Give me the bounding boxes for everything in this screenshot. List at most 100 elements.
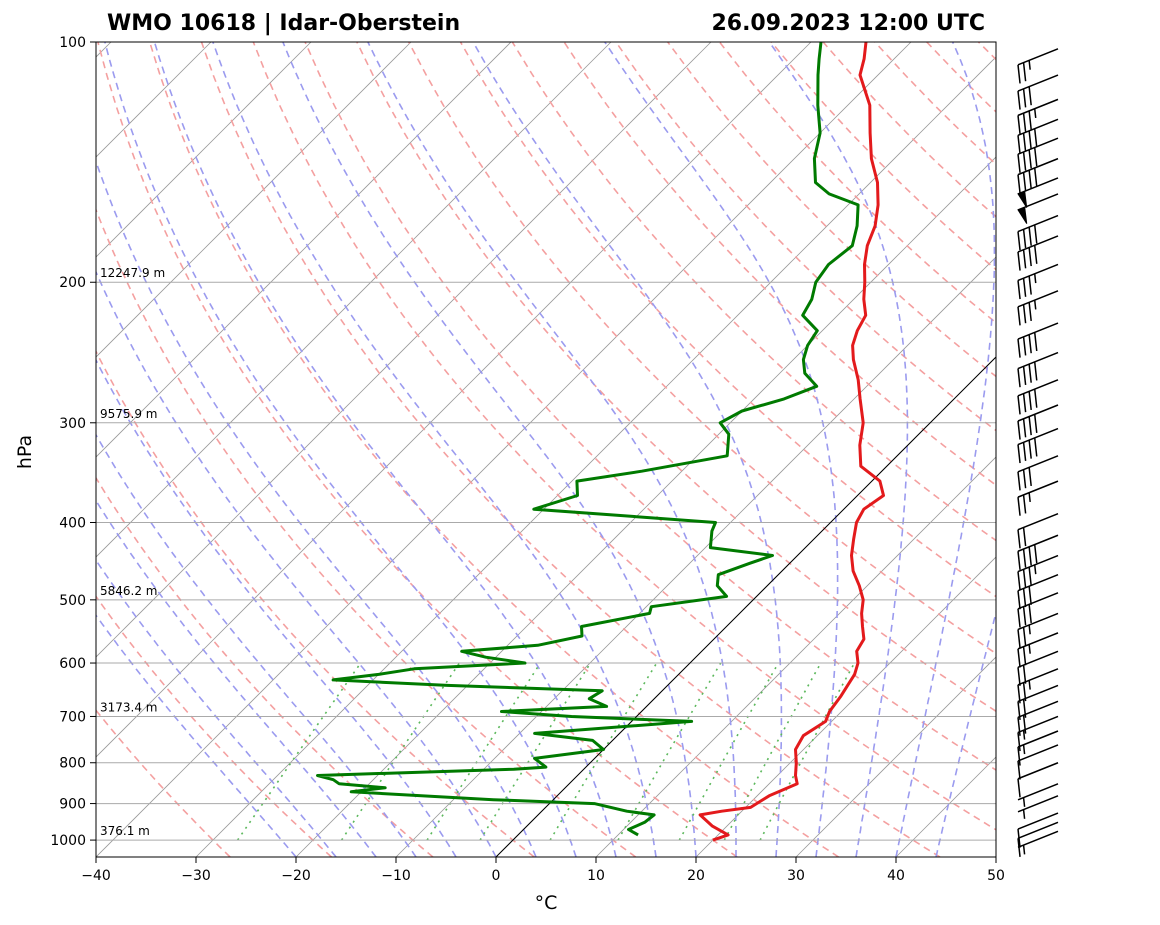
barb-full <box>1033 361 1038 381</box>
barb-full <box>1022 699 1027 718</box>
background-lines <box>96 42 1160 857</box>
barb-full <box>1022 249 1027 269</box>
wind-barb <box>1017 322 1059 358</box>
moist-adiabat-line <box>472 42 783 857</box>
barb-full <box>1022 646 1027 666</box>
dry-adiabat-line <box>615 42 996 432</box>
wind-barb <box>1017 290 1059 326</box>
barb-staff <box>1017 783 1059 801</box>
barb-staff <box>1017 118 1059 137</box>
y-tick-label: 900 <box>59 797 86 813</box>
barb-staff <box>1017 534 1059 552</box>
barb-half <box>1022 797 1026 807</box>
barb-full <box>1028 586 1032 605</box>
barb-full <box>1017 395 1021 415</box>
x-axis-ticks: −40 −30 −20 −10 0 10 20 30 40 50 <box>81 857 1005 884</box>
wind-barb <box>1017 235 1059 271</box>
isotherm-line <box>96 42 712 658</box>
barb-staff <box>1017 554 1059 573</box>
barb-full <box>1022 527 1027 547</box>
y-axis-label: hPa <box>14 435 36 469</box>
barb-full <box>1033 437 1038 457</box>
barb-full <box>1017 368 1021 388</box>
height-labels: 376.1 m 3173.4 m 5846.2 m 9575.9 m 12247.9 m <box>100 266 165 838</box>
wind-barb <box>1017 554 1059 591</box>
barb-staff <box>1017 290 1059 308</box>
wind-barb <box>1017 812 1059 848</box>
barb-staff <box>1017 573 1059 592</box>
barb-full <box>1017 251 1021 271</box>
barb-staff <box>1017 379 1059 397</box>
barb-full <box>1022 304 1027 324</box>
barb-staff <box>1017 513 1059 531</box>
moist-adiabat-line <box>96 613 297 857</box>
dry-adiabat-line <box>97 42 738 857</box>
wind-barb <box>1017 98 1059 135</box>
mixing-ratio-line <box>617 662 722 841</box>
wind-barb <box>1017 730 1059 766</box>
barb-full <box>1017 590 1021 610</box>
barb-full <box>1028 391 1032 410</box>
moist-adiabat-line <box>104 42 577 857</box>
barb-staff <box>1017 632 1059 650</box>
barb-full <box>1022 469 1027 489</box>
wind-barb <box>1017 762 1059 798</box>
barb-full <box>1028 467 1032 487</box>
barb-full <box>1033 167 1038 187</box>
barb-full <box>1017 608 1021 628</box>
barb-half <box>1033 273 1037 284</box>
barb-full <box>1022 418 1027 438</box>
barb-full <box>1017 838 1021 857</box>
barb-full <box>1028 546 1032 566</box>
y-tick-label: 700 <box>59 709 86 725</box>
wind-barb <box>1017 427 1059 464</box>
wind-barbs <box>1017 48 1059 857</box>
barb-staff <box>1017 592 1059 610</box>
wind-barb <box>1017 177 1059 208</box>
barb-staff <box>1017 48 1059 66</box>
barb-staff <box>1017 455 1059 473</box>
barb-full <box>1017 231 1021 251</box>
wind-barb <box>1017 612 1059 649</box>
barb-full <box>1022 442 1027 461</box>
barb-flag <box>1017 190 1028 208</box>
barb-staff <box>1017 830 1059 849</box>
wind-barb <box>1017 573 1059 610</box>
barb-full <box>1028 334 1032 354</box>
barb-full <box>1022 113 1027 132</box>
wind-barb <box>1017 821 1059 857</box>
barb-full <box>1017 444 1021 464</box>
barb-full <box>1017 667 1021 686</box>
barb-full <box>1028 86 1032 106</box>
dry-adiabat-line <box>148 42 840 857</box>
chart-title-station: WMO 10618 | Idar-Oberstein <box>107 11 460 36</box>
dry-adiabat-line <box>407 42 996 655</box>
barb-staff <box>1017 744 1059 762</box>
barb-full <box>1017 497 1021 516</box>
isotherm-line <box>595 456 996 857</box>
barb-full <box>1028 302 1032 322</box>
barb-full <box>1028 130 1032 150</box>
isotherm-line <box>895 756 996 857</box>
barb-full <box>1017 701 1021 721</box>
barb-full <box>1022 133 1027 152</box>
mixing-ratio-line <box>236 662 362 841</box>
barb-staff <box>1017 322 1059 340</box>
moist-adiabat-line <box>282 42 697 857</box>
height-label: 5846.2 m <box>100 584 158 598</box>
x-tick-label: 40 <box>887 868 905 884</box>
barb-full <box>1017 629 1021 649</box>
temperature-trace <box>698 42 885 842</box>
dry-adiabat-line <box>511 42 996 542</box>
barb-half <box>1033 564 1037 575</box>
wind-barb <box>1017 351 1059 388</box>
barb-staff <box>1017 137 1059 155</box>
isotherm-line <box>295 156 996 857</box>
barb-staff <box>1017 812 1059 830</box>
wind-barb <box>1017 157 1059 194</box>
wind-barb <box>1017 592 1059 628</box>
dry-adiabat-line <box>977 42 996 61</box>
isotherm-line <box>1096 42 1160 857</box>
wind-barb <box>1017 214 1059 251</box>
